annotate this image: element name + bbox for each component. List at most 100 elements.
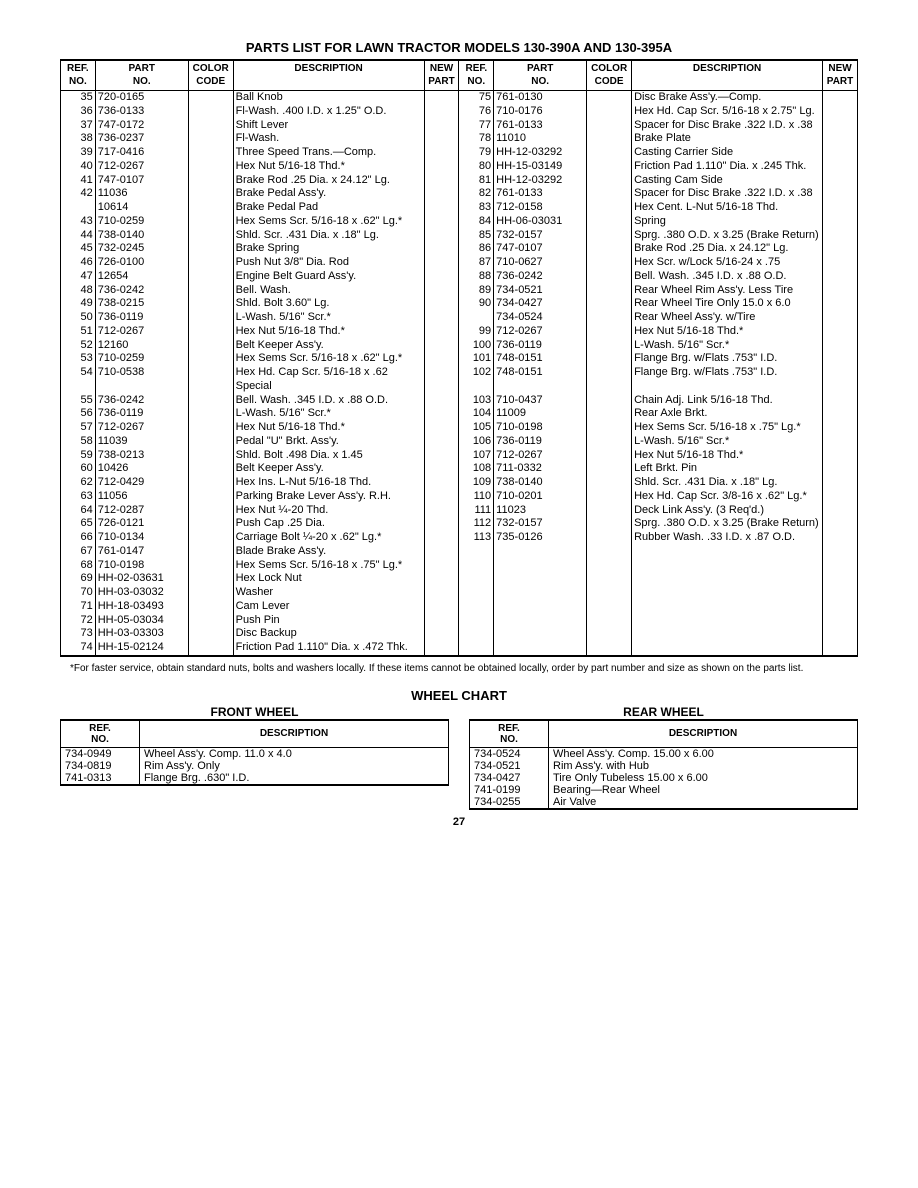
color-cell	[587, 462, 632, 476]
part-cell: 712-0267	[95, 160, 188, 174]
ref-cell: 101	[459, 352, 494, 366]
part-cell: HH-12-03292	[494, 146, 587, 160]
desc-cell: Hex Hd. Cap Scr. 5/16-18 x .62 Special	[233, 366, 424, 394]
color-cell	[188, 531, 233, 545]
desc-cell: L-Wash. 5/16" Scr.*	[632, 435, 823, 449]
table-row: 50736-0119L-Wash. 5/16" Scr.*734-0524Rea…	[61, 311, 858, 325]
desc-cell: Blade Brake Ass'y.	[233, 545, 424, 559]
ref-cell: 111	[459, 504, 494, 518]
hdr-desc-r: DESCRIPTION	[632, 60, 823, 91]
new-cell	[424, 229, 459, 243]
part-cell: 11023	[494, 504, 587, 518]
color-cell	[587, 531, 632, 545]
part-cell: 712-0267	[494, 449, 587, 463]
new-cell	[424, 614, 459, 628]
desc-cell: Left Brkt. Pin	[632, 462, 823, 476]
table-row: 66710-0134Carriage Bolt ¼-20 x .62" Lg.*…	[61, 531, 858, 545]
new-cell	[823, 201, 858, 215]
table-row: 741-0199Bearing—Rear Wheel	[470, 784, 858, 796]
part-cell: 710-0259	[95, 352, 188, 366]
part-cell: HH-05-03034	[95, 614, 188, 628]
ref-cell: 76	[459, 105, 494, 119]
new-cell	[823, 490, 858, 504]
color-cell	[587, 641, 632, 656]
new-cell	[424, 641, 459, 656]
color-cell	[587, 545, 632, 559]
new-cell	[424, 435, 459, 449]
part-cell: 732-0245	[95, 242, 188, 256]
new-cell	[823, 105, 858, 119]
part-cell: HH-18-03493	[95, 600, 188, 614]
desc-cell: Hex Nut 5/16-18 Thd.*	[233, 160, 424, 174]
color-cell	[188, 160, 233, 174]
ref-cell: 66	[61, 531, 96, 545]
ref-cell: 83	[459, 201, 494, 215]
ref-cell: 45	[61, 242, 96, 256]
desc-cell: Bell. Wash.	[233, 284, 424, 298]
table-row: 734-0255Air Valve	[470, 796, 858, 809]
ref-cell	[459, 600, 494, 614]
part-cell: 710-0201	[494, 490, 587, 504]
part-cell	[494, 641, 587, 656]
desc-cell: Casting Carrier Side	[632, 146, 823, 160]
table-row: 5811039Pedal "U" Brkt. Ass'y.106736-0119…	[61, 435, 858, 449]
wheel-hdr-ref-r: REF.NO.	[470, 720, 549, 748]
desc-cell: Hex Nut 5/16-18 Thd.*	[233, 421, 424, 435]
new-cell	[424, 490, 459, 504]
ref-cell: 53	[61, 352, 96, 366]
ref-cell: 67	[61, 545, 96, 559]
part-cell: 736-0242	[95, 394, 188, 408]
desc-cell: Hex Scr. w/Lock 5/16-24 x .75	[632, 256, 823, 270]
new-cell	[424, 311, 459, 325]
new-cell	[823, 394, 858, 408]
desc-cell: Sprg. .380 O.D. x 3.25 (Brake Return)	[632, 517, 823, 531]
table-row: 44738-0140Shld. Scr. .431 Dia. x .18" Lg…	[61, 229, 858, 243]
part-cell: 712-0287	[95, 504, 188, 518]
new-cell	[823, 146, 858, 160]
color-cell	[188, 284, 233, 298]
desc-cell: Flange Brg. w/Flats .753" I.D.	[632, 366, 823, 394]
desc-cell: Three Speed Trans.—Comp.	[233, 146, 424, 160]
ref-cell	[459, 586, 494, 600]
part-cell: 717-0416	[95, 146, 188, 160]
part-cell	[494, 627, 587, 641]
new-cell	[424, 421, 459, 435]
color-cell	[188, 614, 233, 628]
desc-cell: Rear Wheel Ass'y. w/Tire	[632, 311, 823, 325]
part-cell: HH-03-03303	[95, 627, 188, 641]
new-cell	[424, 187, 459, 201]
ref-cell: 49	[61, 297, 96, 311]
table-row: 53710-0259Hex Sems Scr. 5/16-18 x .62" L…	[61, 352, 858, 366]
part-cell	[494, 559, 587, 573]
part-cell: 732-0157	[494, 517, 587, 531]
part-cell: 747-0107	[95, 174, 188, 188]
desc-cell: Rear Wheel Tire Only 15.0 x 6.0	[632, 297, 823, 311]
ref-cell: 71	[61, 600, 96, 614]
part-cell: 710-0259	[95, 215, 188, 229]
part-cell: 734-0427	[494, 297, 587, 311]
part-cell: 712-0267	[95, 325, 188, 339]
desc-cell: Friction Pad 1.110" Dia. x .472 Thk.	[233, 641, 424, 656]
part-cell: 712-0267	[95, 421, 188, 435]
ref-cell: 70	[61, 586, 96, 600]
new-cell	[823, 242, 858, 256]
desc-cell: Hex Nut 5/16-18 Thd.*	[632, 325, 823, 339]
desc-cell: L-Wash. 5/16" Scr.*	[632, 339, 823, 353]
ref-cell: 87	[459, 256, 494, 270]
new-cell	[424, 105, 459, 119]
ref-cell: 59	[61, 449, 96, 463]
color-cell	[587, 366, 632, 394]
front-wheel-table: REF.NO. DESCRIPTION 734-0949Wheel Ass'y.…	[60, 719, 449, 786]
color-cell	[188, 352, 233, 366]
footnote: *For faster service, obtain standard nut…	[70, 663, 858, 674]
desc-cell	[632, 572, 823, 586]
part-cell: 726-0100	[95, 256, 188, 270]
table-row: 71HH-18-03493Cam Lever	[61, 600, 858, 614]
ref-cell	[459, 627, 494, 641]
desc-cell: Brake Pedal Pad	[233, 201, 424, 215]
desc-cell: L-Wash. 5/16" Scr.*	[233, 311, 424, 325]
desc-cell	[632, 641, 823, 656]
color-cell	[587, 614, 632, 628]
wheel-hdr-desc: DESCRIPTION	[140, 720, 449, 748]
color-cell	[587, 91, 632, 105]
